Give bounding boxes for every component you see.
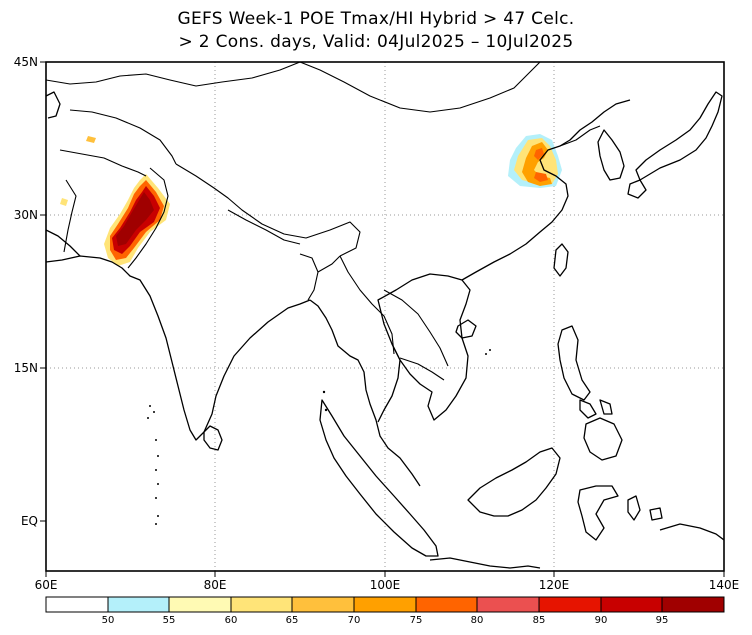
island-spratly (485, 353, 487, 355)
colorbar-bin-0 (45, 596, 109, 613)
tick-marks (40, 61, 725, 577)
border-mongolia-china (299, 62, 541, 113)
island-andaman-1 (322, 390, 326, 394)
coast-japan (635, 91, 723, 181)
colorbar-label-85: 85 (532, 615, 546, 626)
coast-new-guinea (659, 523, 724, 541)
island-maldives-7 (155, 523, 157, 525)
colorbar-label-55: 55 (162, 615, 176, 626)
small-islands (147, 349, 491, 525)
border-laos-vietnam (383, 289, 449, 367)
heat-patch-north-china (508, 134, 562, 188)
coast-arabian-sea (46, 255, 311, 441)
lon-label-100e: 100E (369, 578, 401, 592)
border-iran-pakistan (63, 179, 77, 253)
island-maldives-4 (157, 483, 159, 485)
island-maldives-5 (155, 497, 157, 499)
island-andaman-2 (324, 408, 328, 412)
colorbar-bin-8 (538, 596, 602, 613)
colorbar-bin-1 (107, 596, 170, 613)
coast-bay-of-bengal (309, 299, 421, 487)
probability-shading (60, 134, 562, 266)
coast-sumatra (319, 399, 439, 557)
border-afghanistan (59, 149, 147, 177)
coast-hainan (455, 319, 477, 339)
island-lakshadweep-1 (149, 405, 151, 407)
coast-gulf-of-thailand (377, 343, 401, 423)
island-maldives-1 (155, 439, 157, 441)
coast-caspian (46, 91, 61, 119)
lat-label-eq: EQ (20, 514, 38, 528)
colorbar-bin-4 (291, 596, 355, 613)
lat-label-30n: 30N (13, 208, 38, 222)
coast-visayas (579, 399, 613, 419)
lat-label-15n: 15N (13, 361, 38, 375)
colorbar-label-75: 75 (409, 615, 423, 626)
coast-moluccas (627, 495, 663, 521)
colorbar-label-50: 50 (101, 615, 115, 626)
coast-china (461, 99, 631, 281)
colorbar-label-70: 70 (347, 615, 361, 626)
coastlines (46, 91, 724, 569)
border-bangladesh (299, 253, 319, 301)
colorbar (45, 596, 725, 613)
colorbar-bin-2 (168, 596, 232, 613)
island-maldives-2 (157, 455, 159, 457)
coast-korea (597, 129, 625, 181)
island-lakshadweep-3 (147, 417, 149, 419)
lon-label-80e: 80E (203, 578, 227, 592)
border-myanmar (339, 255, 395, 355)
colorbar-bin-3 (230, 596, 293, 613)
border-china-west (175, 163, 361, 257)
colorbar-bin-10 (661, 596, 725, 613)
political-borders (46, 62, 601, 381)
colorbar-bin-7 (476, 596, 540, 613)
border-thai-cambodia (399, 357, 445, 381)
colorbar-label-60: 60 (224, 615, 238, 626)
coast-luzon (557, 325, 591, 401)
coast-borneo (467, 447, 561, 517)
border-central-asia (69, 109, 177, 165)
heat-patch-pakistan (60, 136, 170, 266)
border-india-myanmar (317, 255, 341, 273)
border-russia-kazakh (46, 62, 301, 87)
border-china-korea (559, 125, 601, 147)
lat-label-45n: 45N (13, 55, 38, 69)
colorbar-bin-6 (415, 596, 478, 613)
coast-java (429, 557, 541, 569)
colorbar-bin-9 (600, 596, 663, 613)
coast-taiwan (553, 243, 569, 277)
colorbar-label-65: 65 (285, 615, 299, 626)
border-nepal (227, 209, 301, 245)
colorbar-label-90: 90 (594, 615, 608, 626)
island-maldives-3 (155, 469, 157, 471)
map-title-line-2: > 2 Cons. days, Valid: 04Jul2025 – 10Jul… (178, 32, 574, 52)
colorbar-label-80: 80 (470, 615, 484, 626)
colorbar-bin-5 (353, 596, 417, 613)
island-lakshadweep-2 (153, 411, 155, 413)
lon-label-140e: 140E (708, 578, 740, 592)
colorbar-label-95: 95 (655, 615, 669, 626)
island-paracel (489, 349, 491, 351)
graticule (46, 62, 724, 571)
coast-sri-lanka (203, 425, 223, 451)
coast-sulawesi (577, 485, 619, 541)
border-pakistan-india (127, 167, 169, 269)
coast-kyushu (627, 179, 647, 199)
map-title-line-1: GEFS Week-1 POE Tmax/HI Hybrid > 47 Celc… (177, 9, 575, 29)
coast-persian-gulf (46, 229, 81, 257)
lon-label-60e: 60E (34, 578, 58, 592)
coast-indochina (377, 273, 471, 421)
lon-label-120e: 120E (538, 578, 570, 592)
island-maldives-6 (157, 515, 159, 517)
coast-mindanao (583, 417, 623, 461)
